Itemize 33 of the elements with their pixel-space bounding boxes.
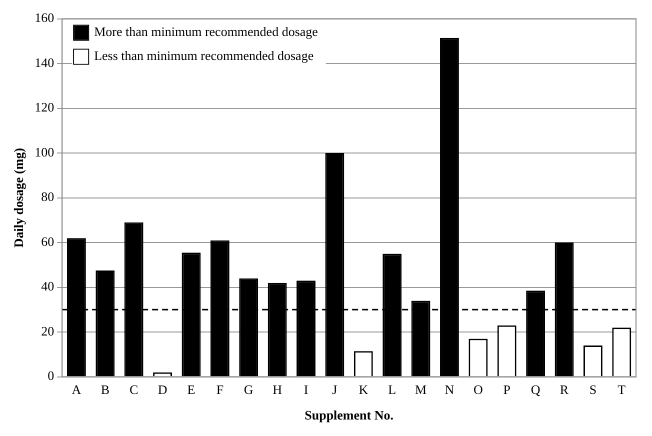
x-tick-label: R — [560, 382, 569, 398]
x-tick-label: L — [388, 382, 396, 398]
x-tick-label: E — [187, 382, 196, 398]
x-tick-label: A — [72, 382, 82, 398]
x-tick-label: N — [444, 382, 455, 398]
x-tick-label: G — [244, 382, 254, 398]
x-tick-label: S — [589, 382, 597, 398]
legend-label: More than minimum recommended dosage — [94, 24, 318, 40]
x-tick-label: P — [503, 382, 510, 398]
y-tick-label: 60 — [41, 234, 54, 249]
x-tick-label: B — [100, 382, 110, 398]
y-tick-label: 160 — [34, 10, 54, 26]
y-tick-label: 100 — [34, 144, 54, 160]
y-tick-label: 40 — [41, 278, 54, 294]
x-tick-label: C — [130, 382, 138, 398]
x-tick-label: F — [216, 382, 224, 398]
y-tick-label: 80 — [41, 189, 54, 204]
x-tick-label: Q — [530, 382, 541, 398]
x-tick-label: K — [358, 382, 369, 398]
x-tick-label: O — [473, 382, 483, 398]
x-tick-label: J — [332, 382, 338, 398]
x-tick-label: I — [304, 382, 308, 398]
x-tick-label: M — [415, 382, 428, 398]
y-tick-label: 0 — [48, 368, 54, 384]
x-axis-title: Supplement No. — [304, 408, 394, 423]
y-tick-label: 20 — [41, 323, 54, 338]
x-tick-label: D — [158, 382, 168, 398]
y-axis-title: Daily dosage (mg) — [11, 148, 26, 248]
x-tick-label: H — [272, 382, 282, 398]
y-tick-label: 120 — [34, 100, 54, 115]
y-tick-label: 140 — [34, 54, 54, 70]
legend-label: Less than minimum recommended dosage — [94, 48, 314, 64]
x-tick-label: T — [618, 382, 626, 398]
